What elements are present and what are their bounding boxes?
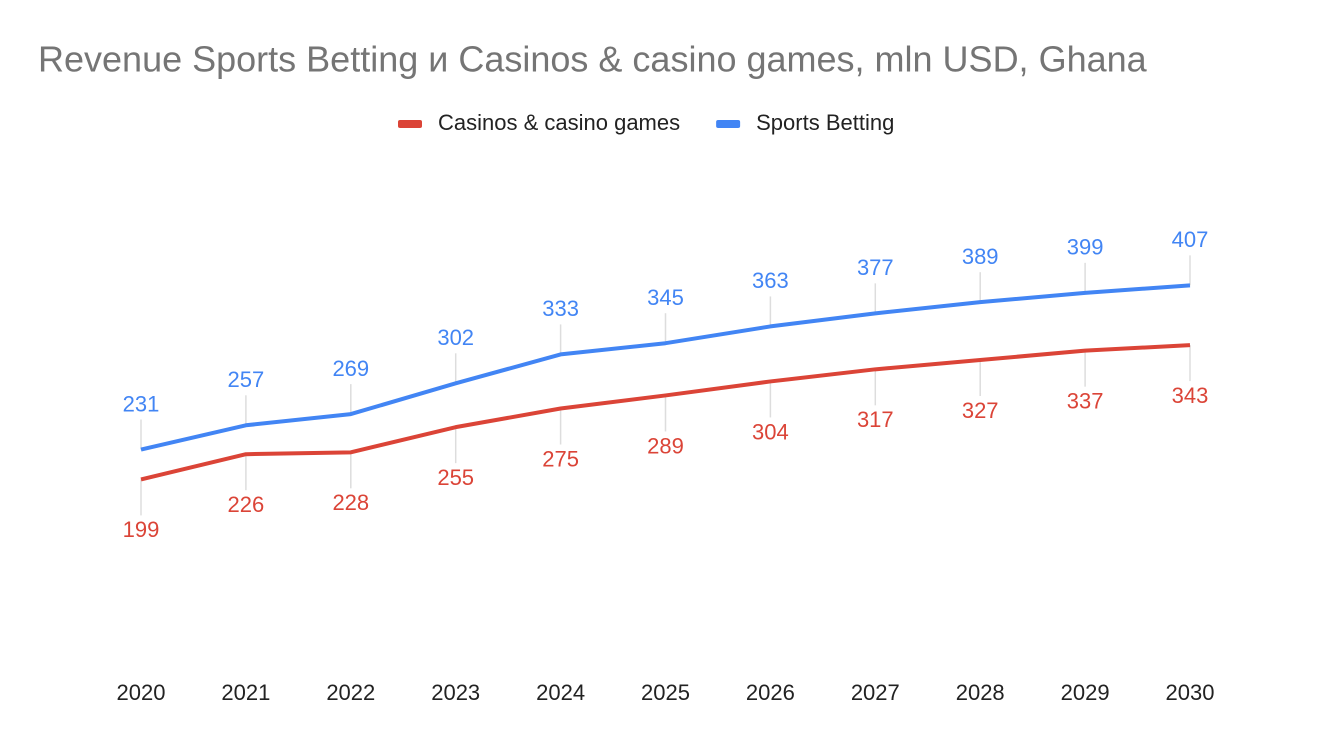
data-label: 304 — [752, 419, 789, 444]
data-label: 255 — [437, 465, 474, 490]
data-label: 337 — [1067, 388, 1104, 413]
data-label: 228 — [332, 490, 369, 515]
x-tick-label: 2021 — [221, 680, 270, 705]
data-label: 327 — [962, 398, 999, 423]
chart-title: Revenue Sports Betting и Casinos & casin… — [38, 39, 1148, 80]
data-label: 317 — [857, 407, 894, 432]
data-label: 257 — [228, 367, 265, 392]
legend-swatch — [716, 120, 741, 128]
data-label: 289 — [647, 433, 684, 458]
legend-label: Casinos & casino games — [438, 110, 680, 135]
data-label: 399 — [1067, 235, 1104, 260]
data-label: 333 — [542, 296, 579, 321]
data-label: 389 — [962, 244, 999, 269]
x-tick-label: 2028 — [956, 680, 1005, 705]
data-label: 199 — [123, 517, 160, 542]
data-label: 377 — [857, 255, 894, 280]
data-label: 302 — [437, 325, 474, 350]
x-tick-label: 2027 — [851, 680, 900, 705]
series-line — [140, 343, 1191, 482]
legend-swatch — [398, 120, 422, 128]
x-tick-label: 2030 — [1166, 680, 1215, 705]
x-tick-label: 2023 — [431, 680, 480, 705]
data-label: 275 — [542, 446, 579, 471]
data-label: 363 — [752, 268, 789, 293]
x-tick-label: 2020 — [117, 680, 166, 705]
legend-label: Sports Betting — [756, 110, 894, 135]
data-label: 269 — [332, 356, 369, 381]
x-tick-label: 2024 — [536, 680, 585, 705]
data-label: 343 — [1172, 383, 1209, 408]
x-tick-label: 2026 — [746, 680, 795, 705]
data-label: 345 — [647, 285, 684, 310]
x-tick-label: 2022 — [326, 680, 375, 705]
data-label: 407 — [1172, 227, 1209, 252]
data-label: 226 — [228, 492, 265, 517]
data-label: 231 — [123, 391, 160, 416]
series-line — [140, 283, 1191, 452]
x-tick-label: 2029 — [1061, 680, 1110, 705]
x-tick-label: 2025 — [641, 680, 690, 705]
